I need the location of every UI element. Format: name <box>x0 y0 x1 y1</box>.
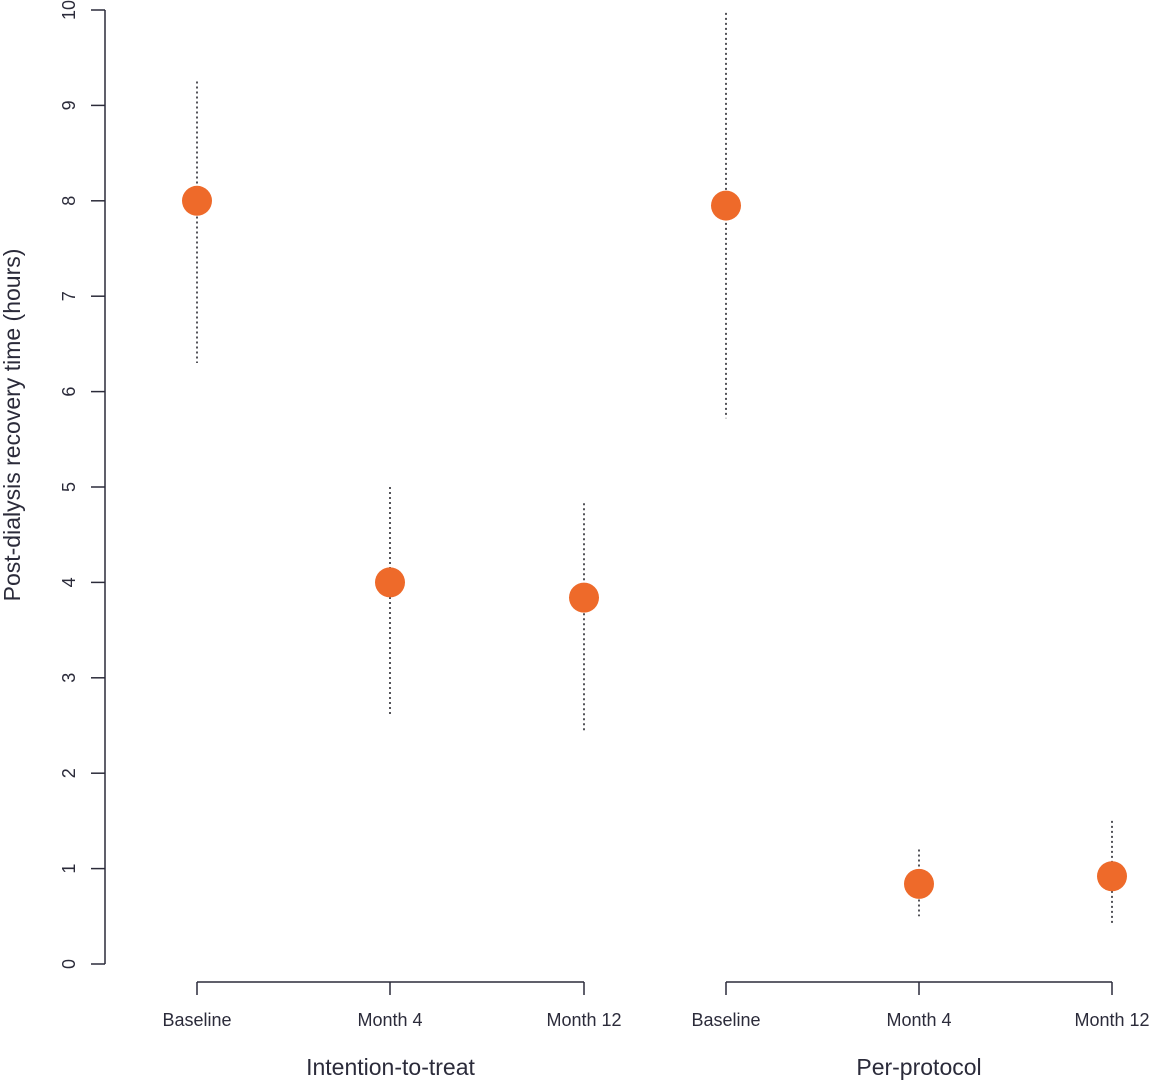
y-axis-label: Post-dialysis recovery time (hours) <box>0 249 25 602</box>
data-point <box>904 868 934 899</box>
y-tick-label: 5 <box>59 482 79 492</box>
data-point <box>569 582 599 613</box>
y-tick-label: 1 <box>59 864 79 874</box>
x-tick-label: Month 4 <box>357 1010 422 1030</box>
x-tick-label: Month 4 <box>886 1010 951 1030</box>
data-point <box>182 185 212 216</box>
y-tick-label: 2 <box>59 768 79 778</box>
group-label: Intention-to-treat <box>306 1054 475 1080</box>
y-tick-label: 3 <box>59 673 79 683</box>
y-tick-label: 10 <box>59 0 79 20</box>
x-tick-label: Month 12 <box>1074 1010 1149 1030</box>
y-tick-label: 6 <box>59 387 79 397</box>
x-tick-label: Baseline <box>162 1010 231 1030</box>
x-tick-label: Baseline <box>691 1010 760 1030</box>
y-tick-label: 0 <box>59 959 79 969</box>
y-axis: 0 1 2 3 4 5 6 7 8 9 10 <box>59 0 106 969</box>
x-tick-label: Month 12 <box>546 1010 621 1030</box>
y-tick-label: 4 <box>59 577 79 587</box>
error-bars <box>196 12 1113 924</box>
data-point <box>711 190 741 221</box>
y-tick-label: 9 <box>59 100 79 110</box>
group-label: Per-protocol <box>856 1054 981 1080</box>
x-axis: Baseline Month 4 Month 12 Intention-to-trea… <box>162 981 1150 1080</box>
y-tick-label: 8 <box>59 196 79 206</box>
data-point <box>1097 861 1127 892</box>
data-point <box>375 567 405 598</box>
y-tick-label: 7 <box>59 291 79 301</box>
data-points <box>182 185 1127 899</box>
